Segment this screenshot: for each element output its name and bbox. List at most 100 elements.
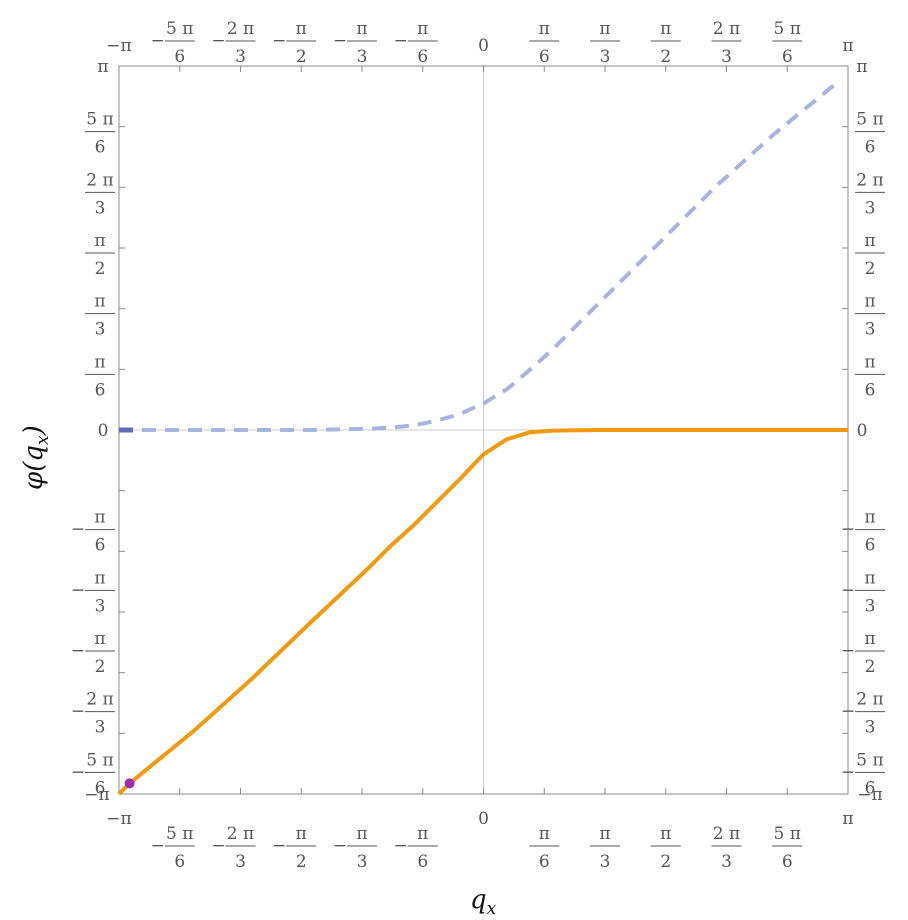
- tick-label-x-bottom: −π: [106, 809, 131, 829]
- tick-label-text: π: [97, 57, 108, 77]
- tick-numerator: π: [417, 824, 428, 844]
- tick-numerator: π: [539, 824, 550, 844]
- tick-numerator: 2 π: [713, 824, 740, 844]
- tick-label-x-top: 0: [478, 36, 489, 56]
- tick-sign: −: [394, 836, 408, 856]
- tick-label-x-bottom: π 3−: [333, 824, 377, 872]
- tick-label-y-left: π 2−: [71, 629, 115, 677]
- tick-denominator: 6: [539, 47, 550, 67]
- tick-denominator: 3: [865, 320, 876, 340]
- tick-label-y-right: π3: [855, 292, 885, 340]
- tick-label-x-bottom: 5 π6: [772, 824, 803, 872]
- tick-denominator: 6: [417, 47, 428, 67]
- tick-numerator: 5 π: [86, 750, 113, 770]
- tick-label-y-left: 2 π 3−: [71, 690, 115, 738]
- tick-denominator: 6: [95, 138, 106, 158]
- tick-denominator: 6: [865, 380, 876, 400]
- tick-label-y-left: π3: [85, 292, 115, 340]
- tick-label-x-top: π6: [529, 19, 560, 67]
- tick-label-y-left: π 6−: [71, 508, 115, 556]
- tick-numerator: 5 π: [774, 19, 801, 39]
- tick-label-x-top: π: [842, 36, 853, 56]
- tick-label-y-right: 5 π6: [855, 110, 885, 158]
- tick-sign: −: [151, 31, 165, 51]
- tick-numerator: π: [660, 824, 671, 844]
- tick-label-x-bottom: π3: [590, 824, 621, 872]
- tick-label-y-right: π 2−: [841, 629, 885, 677]
- tick-numerator: 2 π: [856, 170, 883, 190]
- y-axis-title: φ(qx): [19, 425, 53, 490]
- marker-point-1: [124, 778, 135, 789]
- tick-sign: −: [841, 580, 855, 600]
- tick-label-x-bottom: 2 π3: [711, 824, 742, 872]
- tick-sign: −: [71, 641, 85, 661]
- tick-denominator: 3: [721, 47, 732, 67]
- tick-label-x-top: π3: [590, 19, 621, 67]
- tick-label-text: π: [842, 36, 853, 56]
- marker-point-2: [118, 427, 133, 433]
- tick-numerator: π: [539, 19, 550, 39]
- tick-numerator: 2 π: [86, 690, 113, 710]
- tick-numerator: π: [660, 19, 671, 39]
- tick-numerator: 5 π: [856, 750, 883, 770]
- tick-sign: −: [841, 762, 855, 782]
- tick-label-x-top: π 2−: [272, 19, 317, 67]
- tick-label-text: π: [842, 809, 853, 829]
- tick-denominator: 3: [357, 852, 368, 872]
- tick-numerator: π: [864, 231, 875, 251]
- tick-denominator: 2: [95, 259, 106, 279]
- tick-numerator: π: [94, 629, 105, 649]
- tick-label-text: 0: [98, 421, 109, 441]
- tick-numerator: 2 π: [856, 690, 883, 710]
- tick-denominator: 6: [865, 138, 876, 158]
- tick-denominator: 6: [95, 536, 106, 556]
- tick-sign: −: [71, 762, 85, 782]
- tick-label-text: −π: [857, 785, 882, 805]
- tick-sign: −: [272, 836, 286, 856]
- tick-label-y-right: π 3−: [841, 568, 885, 616]
- tick-numerator: 2 π: [227, 19, 254, 39]
- tick-denominator: 2: [660, 47, 671, 67]
- tick-label-x-bottom: π2: [650, 824, 681, 872]
- tick-numerator: π: [94, 352, 105, 372]
- tick-numerator: π: [356, 19, 367, 39]
- tick-label-y-right: π: [856, 57, 867, 77]
- tick-label-y-right: 2 π 3−: [841, 690, 885, 738]
- tick-denominator: 2: [865, 657, 876, 677]
- tick-numerator: π: [94, 231, 105, 251]
- tick-denominator: 2: [95, 657, 106, 677]
- x-axis-title: qx: [470, 885, 497, 919]
- tick-denominator: 3: [865, 596, 876, 616]
- tick-denominator: 6: [174, 47, 185, 67]
- tick-denominator: 6: [95, 380, 106, 400]
- tick-sign: −: [333, 31, 347, 51]
- tick-sign: −: [71, 702, 85, 722]
- tick-label-x-top: π 3−: [333, 19, 377, 67]
- tick-sign: −: [71, 580, 85, 600]
- tick-numerator: π: [296, 19, 307, 39]
- tick-denominator: 6: [417, 852, 428, 872]
- tick-numerator: π: [356, 824, 367, 844]
- tick-denominator: 3: [721, 852, 732, 872]
- tick-label-x-bottom: 5 π 6−: [151, 824, 195, 872]
- tick-denominator: 3: [357, 47, 368, 67]
- tick-label-text: −π: [106, 36, 131, 56]
- tick-sign: −: [841, 702, 855, 722]
- tick-label-x-bottom: π6: [529, 824, 560, 872]
- series-line-2: [117, 428, 848, 796]
- tick-label-text: π: [856, 57, 867, 77]
- tick-sign: −: [333, 836, 347, 856]
- tick-numerator: π: [864, 292, 875, 312]
- tick-label-x-bottom: 2 π 3−: [211, 824, 256, 872]
- tick-label-y-right: 5 π 6−: [841, 750, 885, 798]
- tick-denominator: 6: [539, 852, 550, 872]
- tick-denominator: 2: [296, 47, 307, 67]
- tick-label-x-top: 2 π 3−: [211, 19, 256, 67]
- tick-denominator: 3: [95, 596, 106, 616]
- tick-sign: −: [841, 641, 855, 661]
- tick-label-y-left: 2 π3: [85, 170, 115, 218]
- tick-sign: −: [841, 520, 855, 540]
- tick-sign: −: [151, 836, 165, 856]
- tick-denominator: 3: [865, 718, 876, 738]
